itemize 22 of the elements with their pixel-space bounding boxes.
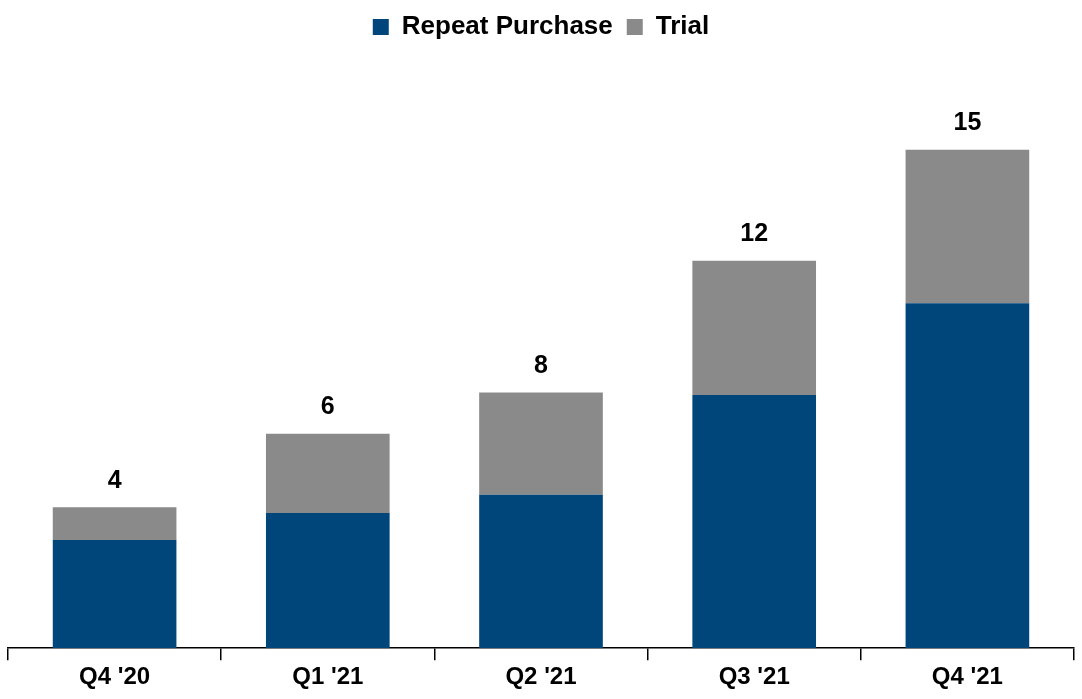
legend-label: Repeat Purchase [401,10,613,41]
bar [265,513,390,649]
bar [265,433,390,514]
annotation: 8 [534,349,549,378]
x-tick-label: Q3 '21 [718,662,790,690]
x-tick-label: Q1 '21 [292,662,364,690]
annotation: 4 [107,464,122,493]
bar [692,260,817,395]
bar [692,394,817,649]
annotation: 12 [740,218,769,247]
bar [479,392,603,495]
annotation: 6 [320,391,335,420]
bar [905,149,1030,304]
x-tick-label: Q4 '21 [931,662,1003,690]
bar [52,507,177,541]
x-tick-label: Q4 '20 [79,662,151,690]
bar [479,494,603,649]
legend-label: Trial [655,10,710,41]
bar [905,303,1030,649]
annotation: 15 [953,107,982,136]
x-tick-label: Q2 '21 [505,662,577,690]
bar [52,540,177,649]
